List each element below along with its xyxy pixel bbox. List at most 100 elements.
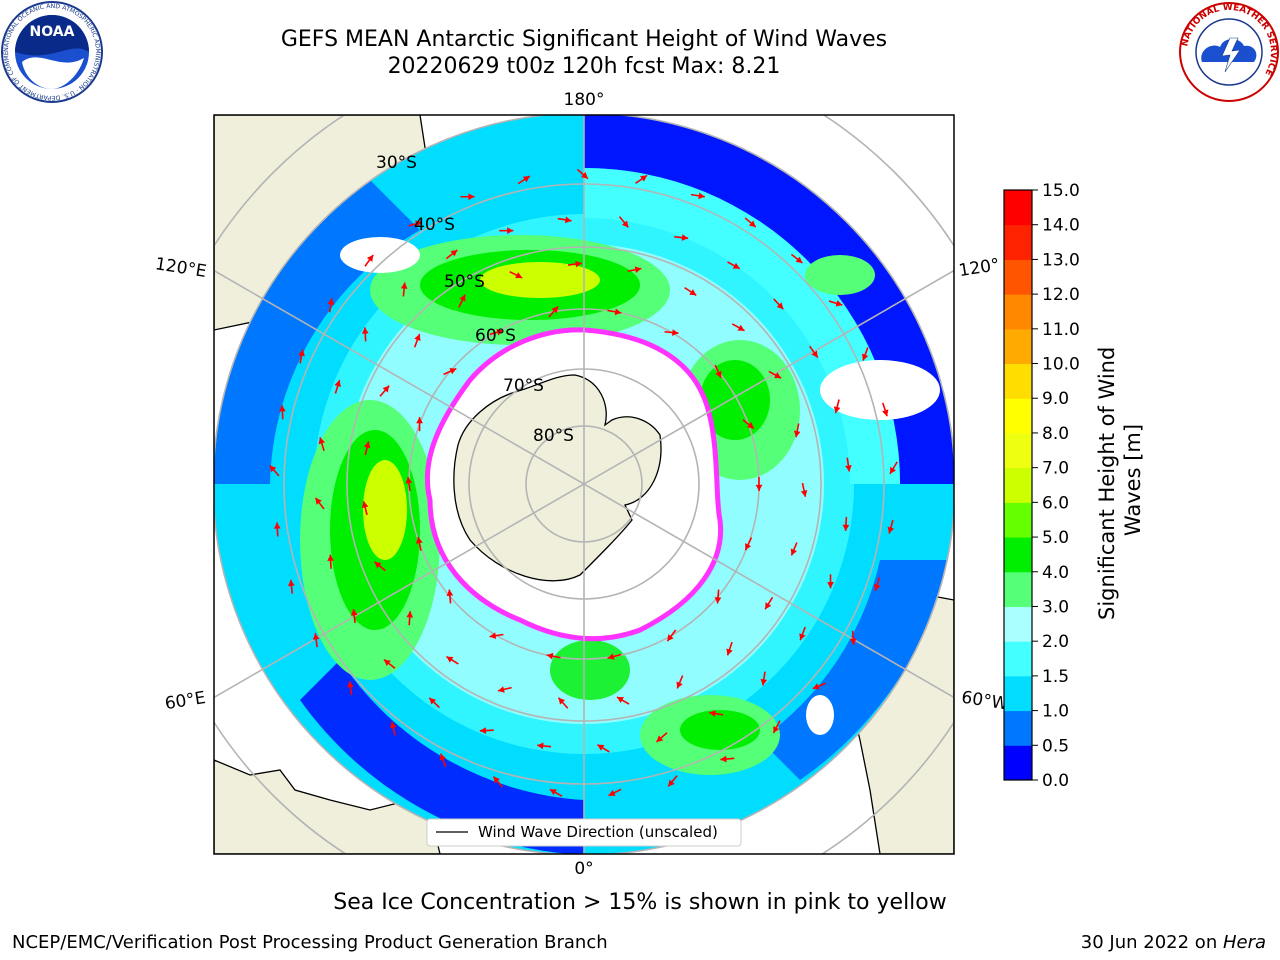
lon-label-120e: 120°E bbox=[154, 254, 208, 282]
wave-arrow-head bbox=[374, 561, 382, 569]
date-text: 30 Jun 2022 on bbox=[1080, 932, 1223, 953]
wave-arrow-head bbox=[315, 497, 322, 505]
colorbar-segment bbox=[1004, 190, 1032, 226]
colorbar-label-line2: Waves [m] bbox=[1121, 424, 1145, 536]
wave-arrow-head bbox=[887, 526, 895, 534]
wave-arrow-head bbox=[406, 611, 414, 618]
wave-arrow-head bbox=[416, 417, 423, 424]
date-machine: Hera bbox=[1222, 932, 1266, 953]
wave-arrow-head bbox=[614, 308, 622, 316]
colorbar-label: Significant Height of Wind Waves [m] bbox=[1095, 340, 1145, 620]
colorbar-tick-label: 12.0 bbox=[1042, 285, 1080, 305]
wave-arrow-head bbox=[676, 681, 683, 689]
lat-label-40s: 40°S bbox=[414, 215, 455, 235]
colorbar-tick-label: 1.5 bbox=[1042, 667, 1069, 687]
wave-arrow-head bbox=[720, 755, 727, 763]
lat-label-30s: 30°S bbox=[376, 153, 417, 173]
wave-arrow-head bbox=[812, 683, 820, 690]
wave-arrow-head bbox=[597, 744, 605, 751]
colorbar-segment bbox=[1004, 224, 1032, 260]
colorbar-tick-label: 11.0 bbox=[1042, 320, 1080, 340]
wave-arrow-head bbox=[800, 490, 808, 497]
colorbar-tick-label: 1.0 bbox=[1042, 702, 1069, 722]
wave-arrow-head bbox=[449, 368, 457, 375]
wave-arrow-head bbox=[468, 193, 475, 201]
wave-arrow-head bbox=[842, 524, 850, 531]
colorbar-segment bbox=[1004, 328, 1032, 365]
wave-arrow-head bbox=[493, 776, 500, 784]
wave-arrow-head bbox=[833, 406, 841, 414]
wave-arrow-head bbox=[564, 216, 572, 224]
lat-label-70s: 70°S bbox=[503, 376, 544, 396]
wave-arrow-head bbox=[616, 697, 624, 703]
colorbar: 0.0 0.5 1.0 1.5 2.0 3.0 4.0 5.0 6.0 7.0 8.0 9.0 10.0… bbox=[1003, 181, 1145, 791]
wave-arrow-head bbox=[269, 465, 277, 473]
wave-arrow-head bbox=[656, 735, 664, 742]
wave-arrow-head bbox=[607, 653, 615, 660]
colorbar-segment bbox=[1004, 537, 1032, 573]
wave-arrow-head bbox=[459, 294, 466, 302]
wave-arrow-head bbox=[400, 282, 408, 289]
wave-arrow-head bbox=[689, 289, 697, 296]
colorbar-tick-label: 9.0 bbox=[1042, 389, 1069, 409]
wave-arrow-head bbox=[745, 543, 752, 551]
colorbar-segment bbox=[1004, 467, 1032, 503]
wave-arrow-head bbox=[793, 430, 801, 438]
wave-arrow-head bbox=[845, 464, 852, 472]
map-frame bbox=[213, 114, 955, 855]
wave-arrow-head bbox=[634, 266, 642, 274]
colorbar-tick-label: 0.0 bbox=[1042, 771, 1069, 791]
map-legend: Wind Wave Direction (unscaled) bbox=[426, 818, 742, 847]
wave-arrow-head bbox=[479, 727, 487, 734]
wave-arrow-head bbox=[507, 227, 514, 234]
africa-land bbox=[214, 759, 441, 854]
wave-arrow-head bbox=[760, 678, 768, 686]
polar-map: 180° 120°E 120° 60°E 60°W 0° 30°S 40°S 5… bbox=[154, 90, 1010, 879]
wave-arrow-head bbox=[383, 659, 391, 667]
wave-arrow-head bbox=[414, 334, 421, 342]
wave-arrow-head bbox=[715, 370, 722, 378]
nws-logo: NATIONAL WEATHER SERVICE bbox=[1179, 2, 1279, 102]
colorbar-segment bbox=[1004, 675, 1032, 712]
wave-arrow-head bbox=[312, 633, 320, 640]
map-subtitle: 20220629 t00z 120h fcst Max: 8.21 bbox=[387, 54, 781, 79]
colorbar-tick-label: 10.0 bbox=[1042, 355, 1080, 375]
colorbar-tick-label: 13.0 bbox=[1042, 250, 1080, 270]
wave-arrow-head bbox=[446, 589, 454, 596]
legend-label: Wind Wave Direction (unscaled) bbox=[478, 823, 718, 841]
wave-arrow-head bbox=[861, 353, 869, 361]
wave-arrow-head bbox=[350, 609, 358, 616]
colorbar-tick-label: 14.0 bbox=[1042, 216, 1080, 236]
colorbar-tick-label: 8.0 bbox=[1042, 424, 1069, 444]
wave-arrow-head bbox=[765, 602, 772, 610]
wave-arrow-head bbox=[361, 501, 369, 509]
wave-arrow-head bbox=[298, 349, 305, 357]
wave-arrow-head bbox=[748, 220, 756, 228]
wave-arrow-head bbox=[327, 298, 335, 305]
wave-arrow-head bbox=[581, 172, 588, 179]
wave-arrow-head bbox=[489, 632, 497, 640]
wave-arrow-head bbox=[795, 256, 803, 264]
colorbar-tick-label: 4.0 bbox=[1042, 563, 1069, 583]
colorbar-segment bbox=[1004, 294, 1032, 330]
wave-arrow-head bbox=[608, 789, 616, 796]
wave-arrow-head bbox=[774, 372, 782, 379]
credit-line: NCEP/EMC/Verification Post Processing Pr… bbox=[12, 932, 608, 953]
colorbar-segment bbox=[1004, 745, 1032, 781]
noaa-logo: NATIONAL OCEANIC AND ATMOSPHERIC ADMINIS… bbox=[0, 0, 103, 103]
wave-arrow-head bbox=[668, 779, 675, 787]
lon-label-60e: 60°E bbox=[163, 688, 207, 714]
colorbar-tick-label: 3.0 bbox=[1042, 597, 1069, 617]
wave-arrow-head bbox=[549, 789, 557, 796]
wave-arrow-head bbox=[515, 272, 523, 279]
noaa-logo-text: NOAA bbox=[30, 24, 75, 40]
wave-arrow-head bbox=[347, 681, 354, 688]
wave-arrow-head bbox=[776, 302, 784, 310]
colorbar-segment bbox=[1004, 571, 1032, 607]
colorbar-segment bbox=[1004, 398, 1032, 434]
wave-arrow-head bbox=[732, 262, 740, 269]
date-line: 30 Jun 2022 on Hera bbox=[1081, 932, 1266, 953]
colorbar-tick-label: 0.5 bbox=[1042, 736, 1069, 756]
wave-arrow-head bbox=[849, 638, 857, 645]
wave-arrow-head bbox=[415, 220, 422, 227]
